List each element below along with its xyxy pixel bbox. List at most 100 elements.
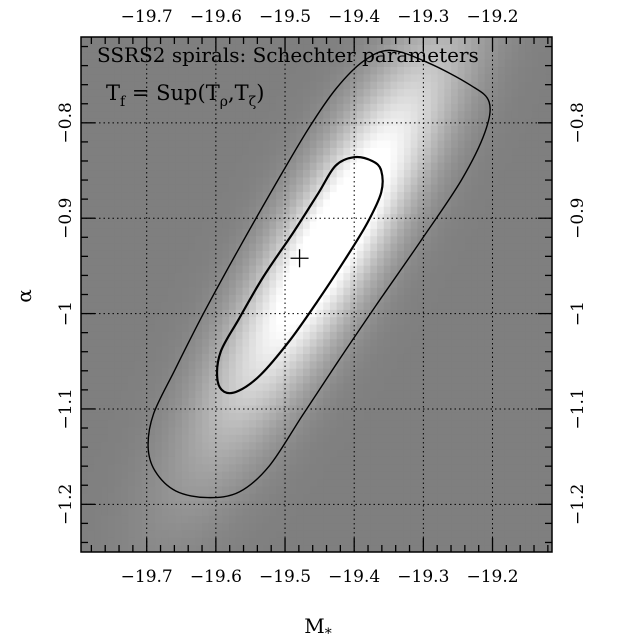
heatmap-cell — [390, 294, 398, 303]
heatmap-cell — [114, 228, 122, 237]
heatmap-cell — [531, 316, 540, 325]
heatmap-cell — [410, 507, 419, 516]
heatmap-cell — [141, 265, 149, 274]
heatmap-cell — [343, 272, 351, 281]
heatmap-cell — [484, 198, 493, 207]
heatmap-cell — [471, 301, 479, 310]
heatmap-cell — [121, 515, 129, 524]
heatmap-cell — [202, 51, 210, 60]
heatmap-cell — [195, 235, 203, 244]
heatmap-cell — [363, 463, 371, 472]
heatmap-cell — [101, 103, 109, 112]
heatmap-cell — [255, 51, 264, 60]
heatmap-cell — [451, 279, 459, 288]
heatmap-cell — [471, 412, 479, 421]
heatmap-cell — [141, 169, 149, 178]
heatmap-cell — [114, 279, 122, 288]
heatmap-cell — [101, 44, 109, 53]
heatmap-cell — [329, 213, 338, 222]
heatmap-cell — [343, 485, 351, 494]
heatmap-cell — [430, 265, 439, 274]
heatmap-cell — [289, 419, 297, 428]
heatmap-cell — [336, 66, 345, 75]
heatmap-cell — [417, 500, 425, 509]
heatmap-cell — [148, 169, 156, 178]
heatmap-cell — [235, 250, 244, 259]
heatmap-cell — [242, 198, 250, 207]
heatmap-cell — [296, 529, 304, 538]
heatmap-cell — [430, 110, 439, 119]
heatmap-cell — [316, 449, 324, 457]
heatmap-cell — [430, 360, 439, 369]
heatmap-cell — [403, 529, 412, 538]
heatmap-cell — [477, 441, 486, 450]
heatmap-cell — [377, 471, 385, 480]
heatmap-cell — [134, 184, 143, 193]
heatmap-cell — [202, 412, 210, 421]
heatmap-cell — [175, 272, 183, 281]
heatmap-cell — [168, 390, 176, 399]
heatmap-cell — [181, 265, 190, 274]
heatmap-cell — [195, 132, 203, 141]
heatmap-cell — [498, 397, 506, 406]
heatmap-cell — [148, 368, 156, 377]
heatmap-cell — [161, 500, 170, 509]
heatmap-cell — [107, 478, 116, 487]
heatmap-cell — [208, 220, 217, 229]
heatmap-cell — [504, 51, 513, 60]
heatmap-cell — [222, 154, 230, 163]
heatmap-cell — [141, 537, 149, 546]
heatmap-cell — [545, 176, 552, 185]
heatmap-cell — [484, 404, 493, 413]
heatmap-cell — [444, 478, 452, 487]
heatmap-cell — [215, 390, 223, 399]
heatmap-cell — [309, 235, 318, 244]
heatmap-cell — [101, 66, 109, 75]
heatmap-cell — [94, 301, 102, 310]
heatmap-cell — [491, 37, 499, 45]
heatmap-cell — [296, 235, 304, 244]
heatmap-cell — [403, 493, 412, 502]
heatmap-cell — [249, 73, 257, 82]
heatmap-cell — [81, 37, 89, 45]
heatmap-cell — [121, 117, 129, 126]
heatmap-cell — [525, 331, 533, 340]
heatmap-cell — [343, 412, 351, 421]
heatmap-cell — [525, 206, 533, 215]
heatmap-cell — [155, 287, 163, 296]
heatmap-cell — [329, 279, 338, 288]
heatmap-cell — [538, 117, 546, 126]
heatmap-cell — [121, 478, 129, 487]
heatmap-cell — [437, 265, 445, 274]
heatmap-cell — [350, 125, 358, 134]
heatmap-cell — [377, 338, 385, 347]
heatmap-cell — [410, 323, 419, 332]
heatmap-cell — [208, 169, 217, 178]
heatmap-cell — [377, 309, 385, 318]
heatmap-cell — [437, 279, 445, 288]
heatmap-cell — [350, 323, 358, 332]
heatmap-cell — [316, 132, 324, 141]
heatmap-cell — [545, 279, 552, 288]
heatmap-cell — [128, 485, 136, 494]
heatmap-cell — [316, 529, 324, 538]
heatmap-cell — [377, 198, 385, 207]
heatmap-cell — [377, 404, 385, 413]
heatmap-cell — [235, 95, 244, 104]
heatmap-cell — [350, 507, 358, 516]
heatmap-cell — [410, 198, 419, 207]
heatmap-cell — [155, 184, 163, 193]
heatmap-cell — [397, 272, 405, 281]
heatmap-cell — [161, 243, 170, 251]
heatmap-cell — [477, 235, 486, 244]
heatmap-cell — [296, 81, 304, 90]
heatmap-cell — [464, 368, 472, 377]
heatmap-cell — [437, 485, 445, 494]
heatmap-cell — [114, 544, 122, 552]
heatmap-cell — [282, 140, 291, 148]
heatmap-cell — [175, 125, 183, 134]
heatmap-cell — [538, 95, 546, 104]
heatmap-cell — [410, 537, 419, 546]
heatmap-cell — [498, 265, 506, 274]
heatmap-cell — [242, 147, 250, 156]
